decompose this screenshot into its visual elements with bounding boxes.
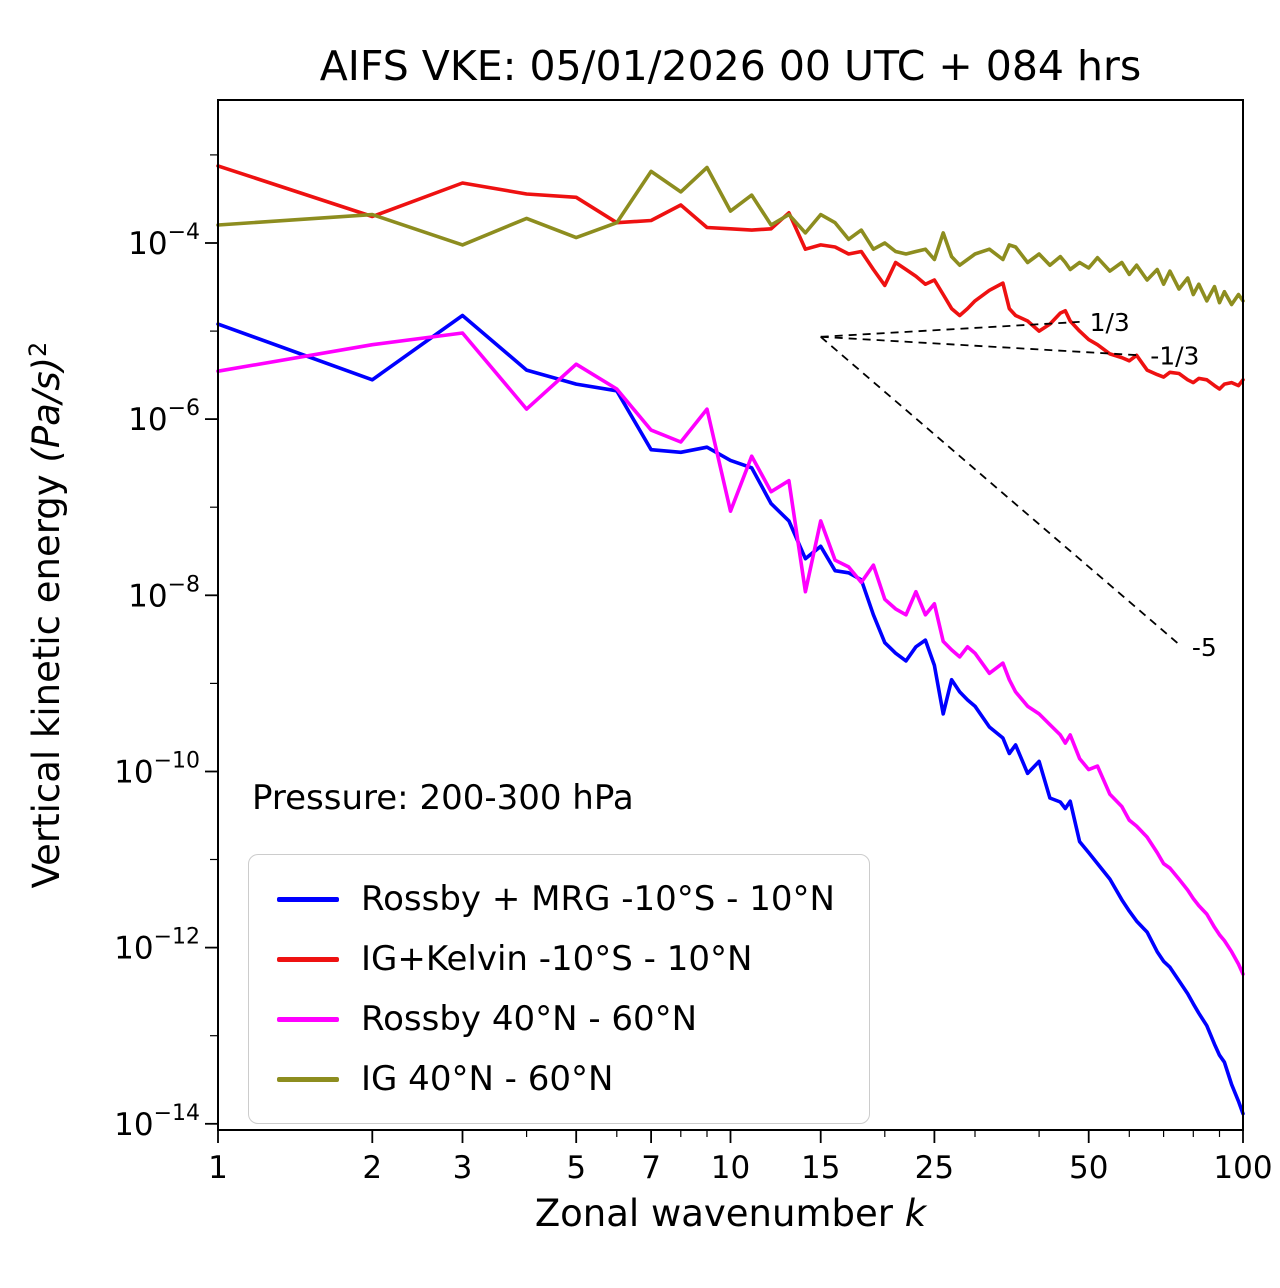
reference-line-label: 1/3 (1090, 308, 1130, 337)
legend-label: IG 40°N - 60°N (361, 1059, 614, 1099)
legend-swatch (277, 896, 339, 902)
x-axis-label-text: Zonal wavenumber (534, 1192, 905, 1235)
y-tick-label: 10−14 (114, 1101, 200, 1143)
legend-label: Rossby 40°N - 60°N (361, 999, 698, 1039)
legend-item: Rossby + MRG -10°S - 10°N (277, 879, 835, 919)
y-axis-label: Vertical kinetic energy (Pa/s)2 (24, 342, 68, 889)
chart-title: AIFS VKE: 05/01/2026 00 UTC + 084 hrs (319, 42, 1142, 90)
reference-line-label: -1/3 (1150, 341, 1199, 370)
legend-item: Rossby 40°N - 60°N (277, 999, 835, 1039)
y-tick-label: 10−8 (128, 572, 200, 614)
x-tick-label: 7 (641, 1150, 661, 1186)
x-axis-label: Zonal wavenumber k (218, 1192, 1243, 1235)
y-tick-label: 10−4 (128, 220, 200, 262)
legend-label: Rossby + MRG -10°S - 10°N (361, 879, 835, 919)
series-line-3 (216, 165, 1245, 307)
y-tick-label: 10−6 (128, 396, 200, 438)
x-tick-label: 3 (453, 1150, 473, 1186)
series-line-1 (216, 164, 1245, 391)
y-tick-label: 10−10 (114, 749, 200, 791)
pressure-annotation: Pressure: 200-300 hPa (252, 778, 634, 818)
reference-line (820, 335, 1141, 357)
legend-label: IG+Kelvin -10°S - 10°N (361, 939, 753, 979)
x-tick-label: 2 (362, 1150, 382, 1186)
x-axis-symbol: k (904, 1192, 927, 1235)
x-tick-label: 10 (711, 1150, 750, 1186)
series-line-0 (216, 313, 1245, 1116)
series-line-2 (216, 331, 1245, 976)
legend-item: IG 40°N - 60°N (277, 1059, 835, 1099)
x-tick-label: 50 (1069, 1150, 1108, 1186)
y-tick-label: 10−12 (114, 925, 200, 967)
y-axis-unit: (Pa/s) (25, 356, 69, 463)
reference-line-label: -5 (1192, 633, 1217, 662)
legend-item: IG+Kelvin -10°S - 10°N (277, 939, 835, 979)
y-axis-exponent: 2 (23, 341, 52, 357)
y-axis-label-text: Vertical kinetic energy (25, 462, 69, 889)
legend-swatch (277, 1016, 339, 1022)
reference-line (820, 336, 1183, 648)
plot-border (217, 99, 1244, 1131)
legend: Rossby + MRG -10°S - 10°N IG+Kelvin -10°S… (248, 854, 870, 1124)
legend-swatch (277, 1076, 339, 1082)
x-tick-label: 1 (208, 1150, 228, 1186)
x-tick-label: 15 (801, 1150, 840, 1186)
reference-line (820, 321, 1080, 338)
legend-swatch (277, 956, 339, 962)
x-tick-label: 25 (915, 1150, 954, 1186)
x-tick-label: 100 (1213, 1150, 1272, 1186)
x-tick-label: 5 (566, 1150, 586, 1186)
